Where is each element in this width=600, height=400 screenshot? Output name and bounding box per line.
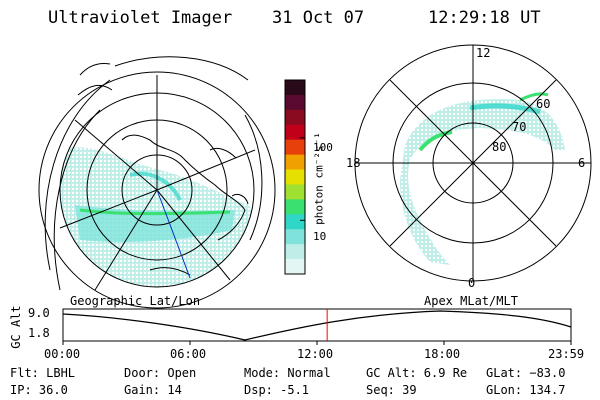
colorbar-segment	[285, 94, 305, 111]
colorbar-segment	[285, 199, 305, 215]
mlt-label-12: 12	[476, 46, 491, 60]
colorbar-segment	[285, 214, 305, 230]
mlt-label-18: 18	[346, 156, 361, 170]
instrument-title: Ultraviolet Imager	[48, 8, 233, 28]
mode-info: Mode: Normal	[244, 366, 331, 380]
colorbar-segment	[285, 124, 305, 141]
mlat-label-70: 70	[512, 120, 527, 134]
time-tick-0600: 06:00	[170, 347, 207, 361]
time-tick-1200: 12:00	[297, 347, 334, 361]
colorbar-segment	[285, 139, 305, 156]
time-tick-0000: 00:00	[44, 347, 81, 361]
colorbar-frame	[284, 79, 306, 275]
colorbar-segment	[285, 244, 305, 260]
colorbar	[284, 79, 306, 275]
mlt-label-6: 6	[578, 156, 586, 170]
door-info: Door: Open	[124, 366, 197, 380]
altitude-axis-label: GC Alt	[9, 305, 23, 349]
time-tick-2359: 23:59	[548, 347, 585, 361]
colorbar-segment	[285, 154, 305, 171]
filter-info: Flt: LBHL	[10, 366, 76, 380]
gc-alt-info: GC Alt: 6.9 Re	[366, 366, 468, 380]
mlt-label-0: 0	[468, 276, 476, 290]
colorbar-segment	[285, 259, 305, 275]
gain-info: Gain: 14	[124, 383, 182, 397]
dsp-info: Dsp: -5.1	[244, 383, 310, 397]
altitude-ytick-max: 9.0	[28, 306, 50, 320]
colorbar-segment	[285, 229, 305, 245]
altitude-plot	[62, 308, 572, 345]
seq-info: Seq: 39	[366, 383, 417, 397]
image-date: 31 Oct 07	[272, 8, 365, 28]
ip-info: IP: 36.0	[10, 383, 68, 397]
colorbar-tick-10: 10	[313, 230, 327, 243]
glat-info: GLat: −83.0	[486, 366, 566, 380]
glon-info: GLon: 134.7	[486, 383, 566, 397]
colorbar-segment	[285, 184, 305, 200]
mlat-label-60: 60	[536, 97, 551, 111]
colorbar-segment	[285, 80, 305, 96]
colorbar-tick-100: 100	[313, 141, 333, 154]
colorbar-segment	[285, 169, 305, 185]
time-tick-1800: 18:00	[424, 347, 461, 361]
colorbar-segment	[285, 109, 305, 126]
mlat-label-80: 80	[492, 140, 507, 154]
image-time: 12:29:18 UT	[428, 8, 541, 28]
apex-map-label: Apex MLat/MLT	[424, 294, 518, 308]
geographic-map-label: Geographic Lat/Lon	[70, 294, 201, 308]
altitude-ytick-min: 1.8	[28, 326, 50, 340]
